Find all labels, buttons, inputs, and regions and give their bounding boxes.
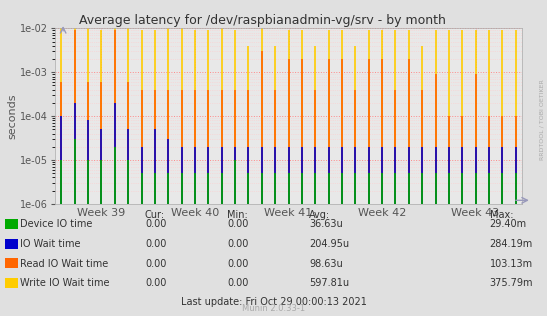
Text: Min:: Min: bbox=[227, 210, 248, 220]
Text: Read IO Wait time: Read IO Wait time bbox=[20, 258, 108, 269]
Text: Device IO time: Device IO time bbox=[20, 219, 92, 229]
Text: 375.79m: 375.79m bbox=[490, 278, 533, 288]
Text: RRDTOOL / TOBI OETIKER: RRDTOOL / TOBI OETIKER bbox=[539, 80, 544, 161]
Y-axis label: seconds: seconds bbox=[7, 94, 17, 139]
Text: 103.13m: 103.13m bbox=[490, 258, 533, 269]
Text: Max:: Max: bbox=[490, 210, 513, 220]
Text: IO Wait time: IO Wait time bbox=[20, 239, 81, 249]
Text: 98.63u: 98.63u bbox=[309, 258, 343, 269]
Text: 29.40m: 29.40m bbox=[490, 219, 527, 229]
Text: 0.00: 0.00 bbox=[227, 219, 248, 229]
Text: 0.00: 0.00 bbox=[145, 219, 166, 229]
Text: 0.00: 0.00 bbox=[227, 239, 248, 249]
Text: Munin 2.0.33-1: Munin 2.0.33-1 bbox=[242, 305, 305, 313]
Text: Last update: Fri Oct 29 00:00:13 2021: Last update: Fri Oct 29 00:00:13 2021 bbox=[181, 297, 366, 307]
Text: 284.19m: 284.19m bbox=[490, 239, 533, 249]
Text: Average latency for /dev/raspbianadmin-vg/srv - by month: Average latency for /dev/raspbianadmin-v… bbox=[79, 14, 446, 27]
Text: Cur:: Cur: bbox=[145, 210, 165, 220]
Text: 597.81u: 597.81u bbox=[309, 278, 349, 288]
Text: 0.00: 0.00 bbox=[145, 239, 166, 249]
Text: 0.00: 0.00 bbox=[227, 278, 248, 288]
Text: 36.63u: 36.63u bbox=[309, 219, 343, 229]
Text: Write IO Wait time: Write IO Wait time bbox=[20, 278, 110, 288]
Text: 0.00: 0.00 bbox=[145, 258, 166, 269]
Text: 0.00: 0.00 bbox=[227, 258, 248, 269]
Text: Avg:: Avg: bbox=[309, 210, 330, 220]
Text: 204.95u: 204.95u bbox=[309, 239, 349, 249]
Text: 0.00: 0.00 bbox=[145, 278, 166, 288]
